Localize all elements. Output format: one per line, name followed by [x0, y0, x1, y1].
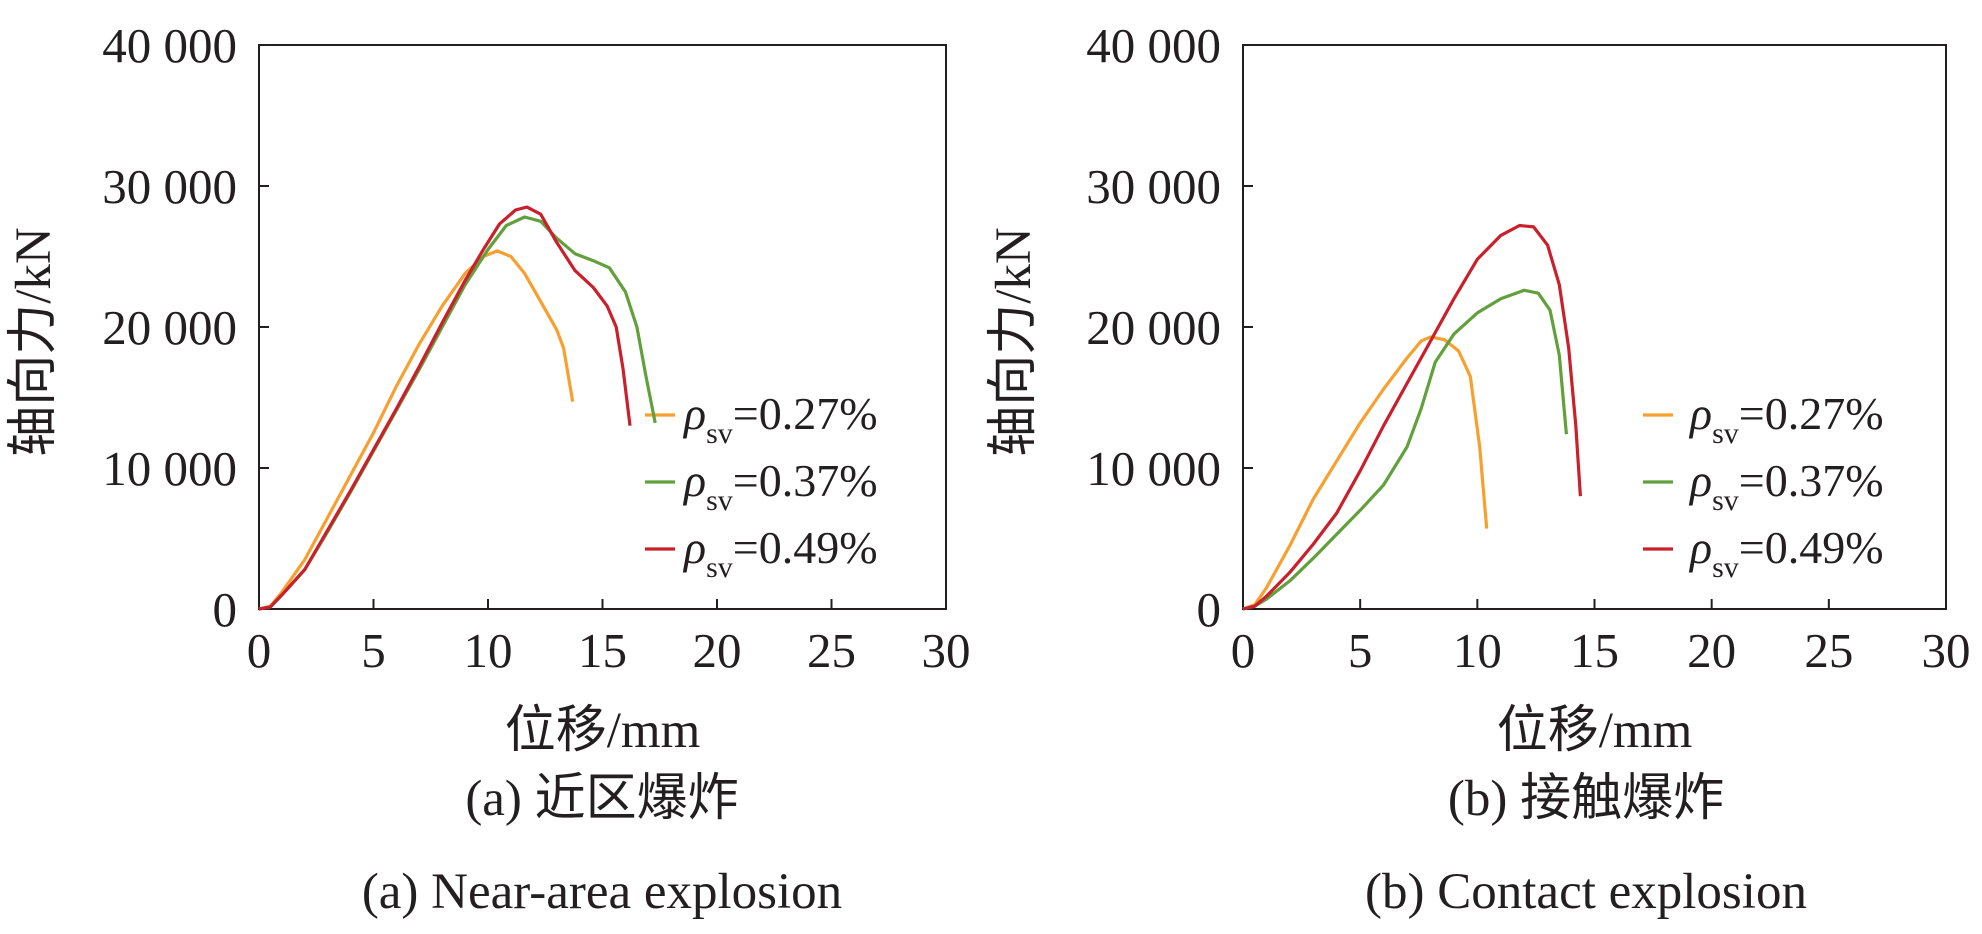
- y-tick-label: 0: [213, 582, 238, 637]
- legend-label: ρsv=0.49%: [1688, 522, 1884, 584]
- legend-label: ρsv=0.37%: [682, 455, 878, 517]
- y-tick-label: 10 000: [102, 441, 237, 496]
- legend-label: ρsv=0.27%: [1688, 388, 1884, 450]
- y-tick-label: 20 000: [102, 300, 237, 355]
- x-tick-label: 10: [1453, 623, 1502, 678]
- y-tick-label: 40 000: [1086, 18, 1221, 73]
- x-tick-label: 10: [464, 623, 513, 678]
- caption-english: (a) Near-area explosion: [362, 864, 842, 920]
- x-tick-label: 5: [1348, 623, 1373, 678]
- series-line-3: [1242, 223, 1582, 611]
- x-tick-label: 0: [1231, 623, 1256, 678]
- y-axis-title: 轴向力/kN: [986, 227, 1042, 457]
- legend-label: ρsv=0.49%: [682, 522, 878, 584]
- x-axis-title: 位移/mm: [505, 703, 701, 759]
- y-tick-label: 10 000: [1086, 441, 1221, 496]
- caption-chinese: (b) 接触爆炸: [1448, 771, 1724, 827]
- y-axis-title: 轴向力/kN: [6, 227, 62, 457]
- series-line-2: [258, 215, 657, 611]
- x-tick-label: 0: [247, 623, 272, 678]
- legend-label: ρsv=0.27%: [682, 388, 878, 450]
- x-tick-label: 30: [922, 623, 971, 678]
- y-tick-label: 40 000: [102, 18, 237, 73]
- x-axis-title: 位移/mm: [1497, 703, 1693, 759]
- chart-panel-near-area: 0 5 10 15 20 25 30 0 10 000 20 000 30 000 40 000 位移/…: [6, 18, 971, 920]
- x-tick-label: 15: [578, 623, 627, 678]
- x-tick-label: 30: [1922, 623, 1971, 678]
- chart-panel-contact: 0 5 10 15 20 25 30 0 10 000 20 000 30 000 40 000 位移/…: [986, 18, 1971, 920]
- caption-english: (b) Contact explosion: [1365, 864, 1807, 920]
- x-tick-label: 20: [1687, 623, 1736, 678]
- series-line-1: [1242, 335, 1489, 611]
- caption-chinese: (a) 近区爆炸: [465, 771, 738, 827]
- y-tick-label: 20 000: [1086, 300, 1221, 355]
- y-tick-label: 30 000: [102, 159, 237, 214]
- x-tick-label: 15: [1570, 623, 1619, 678]
- series-line-1: [258, 249, 575, 611]
- x-tick-label: 20: [693, 623, 742, 678]
- series-line-2: [1242, 288, 1568, 611]
- x-tick-label: 25: [1804, 623, 1853, 678]
- y-tick-label: 30 000: [1086, 159, 1221, 214]
- legend-label: ρsv=0.37%: [1688, 455, 1884, 517]
- y-tick-label: 0: [1197, 582, 1222, 637]
- x-tick-label: 25: [807, 623, 856, 678]
- series-line-3: [258, 205, 632, 611]
- x-tick-label: 5: [361, 623, 386, 678]
